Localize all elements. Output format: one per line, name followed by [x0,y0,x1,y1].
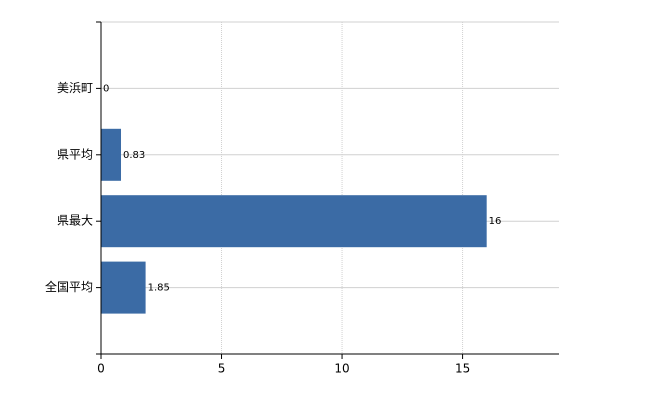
y-tick-label: 全国平均 [45,279,93,294]
x-tick-label: 10 [334,362,349,376]
value-label: 1.85 [148,283,170,294]
bar [101,128,122,181]
value-label: 0 [103,83,109,94]
value-label: 16 [489,216,502,227]
x-tick-label: 0 [97,362,105,376]
y-tick-label: 美浜町 [57,81,93,95]
bar [101,261,146,314]
value-label: 0.83 [123,150,145,161]
x-tick-label: 5 [218,362,226,376]
y-tick-label: 県最大 [57,214,93,228]
bar [101,195,487,248]
y-tick-label: 県平均 [57,147,93,161]
x-tick-label: 15 [455,362,470,376]
